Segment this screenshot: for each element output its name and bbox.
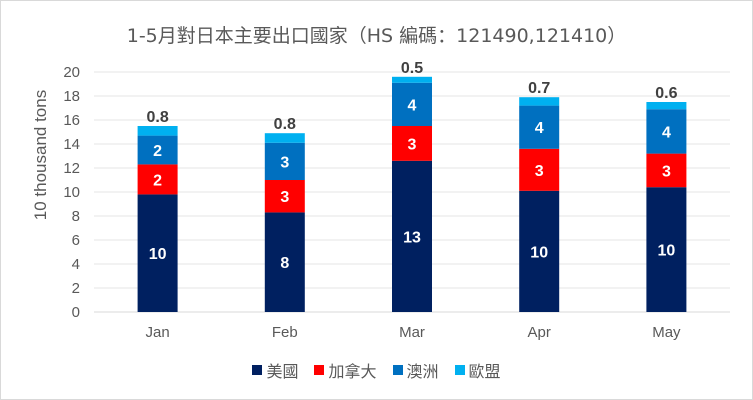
bar-segment [392,82,432,126]
bar-segment [264,142,305,180]
legend-item: 美國 [252,358,298,382]
y-tick-label: 6 [72,232,80,249]
x-tick-label: Jan [146,324,170,341]
bar-segment [646,153,687,188]
legend-swatch [392,365,403,375]
legend-item: 澳洲 [392,358,439,382]
data-label: 10 [658,243,676,260]
bar-segment [264,212,305,312]
y-tick-label: 0 [72,304,80,321]
y-tick-label: 4 [72,256,80,273]
bar-segment [519,97,560,106]
data-label: 0.8 [274,116,296,133]
bar-segment [519,190,560,312]
data-label: 4 [535,120,544,137]
bar-segment [137,126,178,136]
bar-segment [137,164,178,195]
x-tick-label: Apr [528,324,551,341]
y-tick-label: 8 [72,208,80,225]
data-label: 0.8 [146,109,168,126]
x-tick-label: May [652,324,681,341]
chart-legend: 美國 加拿大 澳洲 歐盟 [0,358,753,382]
y-tick-label: 20 [63,64,80,81]
bar-segment [646,102,687,110]
bar-segment [264,180,305,213]
data-label: 0.6 [655,85,677,102]
y-tick-label: 2 [72,280,80,297]
y-tick-label: 16 [63,112,80,129]
data-label: 4 [662,124,671,141]
data-label: 13 [403,229,421,246]
data-label: 4 [408,97,417,114]
y-tick-label: 14 [63,136,80,153]
bar-segment [646,109,687,154]
legend-swatch [252,365,263,375]
legend-label: 加拿大 [328,362,377,381]
x-tick-label: Mar [399,324,425,341]
data-label: 10 [149,246,167,263]
chart-title: 1-5月對日本主要出口國家（HS 編碼：121490,121410） [126,25,627,47]
data-label: 0.7 [528,80,550,97]
y-tick-label: 10 [63,184,80,201]
data-label: 2 [153,172,162,189]
bar-segment [137,194,178,312]
legend-swatch [314,365,325,375]
legend-label: 澳洲 [406,362,439,381]
legend-label: 歐盟 [468,362,501,381]
data-label: 2 [153,143,162,160]
legend-item: 歐盟 [454,358,501,382]
bar-segment [392,160,432,312]
bar-segment [646,187,687,312]
x-tick-label: Feb [272,324,298,341]
bar-segment [519,105,560,149]
bar-segment [137,135,178,165]
data-label: 3 [280,154,289,171]
data-label: 0.5 [401,60,423,77]
legend-swatch [454,365,465,375]
data-label: 3 [280,189,289,206]
data-label: 8 [280,255,289,272]
bar-segment [392,76,432,83]
data-label: 3 [408,136,417,153]
bar-segment [392,126,432,161]
bar-segment [519,148,560,191]
legend-label: 美國 [266,362,299,381]
data-label: 10 [530,244,548,261]
y-tick-label: 18 [63,88,80,105]
legend-item: 加拿大 [314,358,377,382]
data-label: 3 [662,163,671,180]
y-tick-label: 12 [63,160,80,177]
bar-segment [264,133,305,143]
data-label: 3 [535,163,544,180]
